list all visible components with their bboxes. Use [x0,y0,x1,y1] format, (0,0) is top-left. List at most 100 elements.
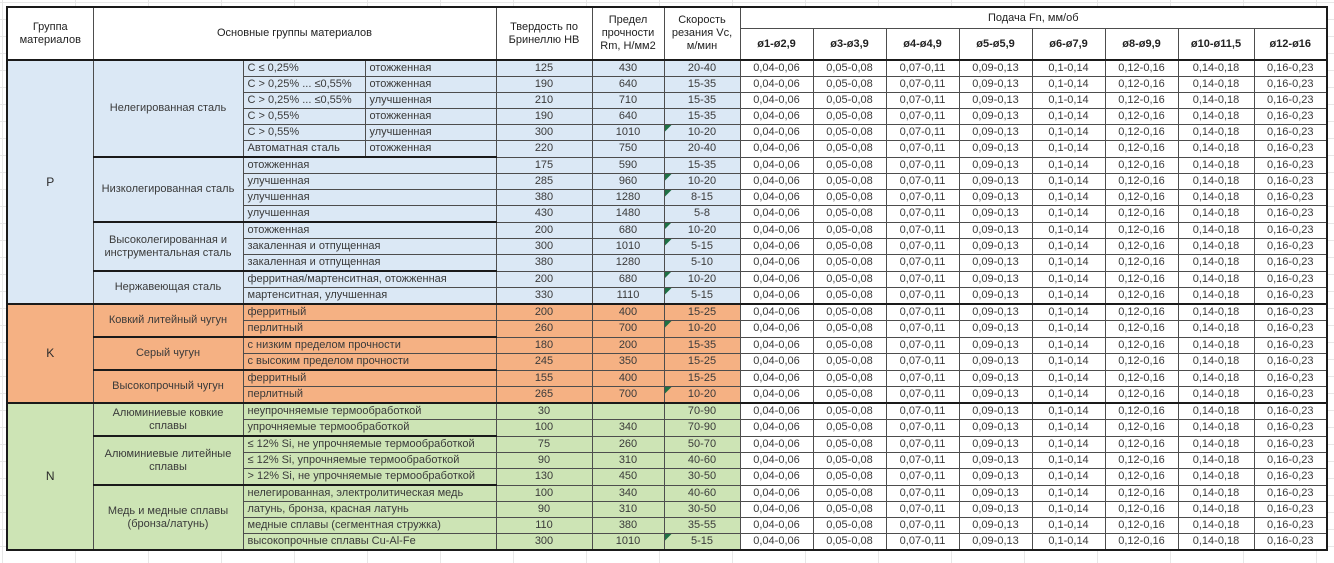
cell-feed-value[interactable]: 0,1-0,14 [1031,76,1106,93]
feed-diameter-header[interactable]: ø1-ø2,9 [739,28,814,61]
cell-cutting-speed[interactable]: 5-10 [663,254,741,272]
cell-material-description[interactable]: отожженная [242,156,497,174]
cell-feed-value[interactable]: 0,04-0,06 [739,92,814,109]
cell-feed-value[interactable]: 0,12-0,16 [1104,303,1179,321]
cell-feed-value[interactable]: 0,09-0,13 [958,353,1033,371]
cell-feed-value[interactable]: 0,05-0,08 [812,303,887,321]
cell-feed-value[interactable]: 0,16-0,23 [1253,221,1328,239]
cell-feed-value[interactable]: 0,04-0,06 [739,124,814,141]
cell-feed-value[interactable]: 0,12-0,16 [1104,108,1179,125]
cell-feed-value[interactable]: 0,09-0,13 [958,484,1033,502]
cell-feed-value[interactable]: 0,1-0,14 [1031,238,1106,255]
cell-feed-value[interactable]: 0,07-0,11 [885,320,960,338]
cell-feed-value[interactable]: 0,12-0,16 [1104,452,1179,469]
cell-feed-value[interactable]: 0,05-0,08 [812,517,887,534]
cell-hardness-hb[interactable]: 300 [495,533,593,551]
cell-strength-rm[interactable]: 1480 [591,205,665,223]
cell-feed-value[interactable]: 0,16-0,23 [1253,156,1328,174]
cell-material-description[interactable]: закаленная и отпущенная [242,238,497,255]
cell-hardness-hb[interactable]: 245 [495,353,593,371]
cell-material-description[interactable]: улучшенная [242,173,497,190]
cell-hardness-hb[interactable]: 75 [495,435,593,453]
cell-feed-value[interactable]: 0,1-0,14 [1031,254,1106,272]
cell-feed-value[interactable]: 0,05-0,08 [812,205,887,223]
cell-feed-value[interactable]: 0,04-0,06 [739,402,814,420]
cell-feed-value[interactable]: 0,1-0,14 [1031,140,1106,158]
header-main-groups[interactable]: Основные группы материалов [92,6,497,61]
cell-feed-value[interactable]: 0,14-0,18 [1177,76,1255,93]
cell-feed-value[interactable]: 0,04-0,06 [739,468,814,486]
cell-feed-value[interactable]: 0,09-0,13 [958,533,1033,551]
cell-feed-value[interactable]: 0,09-0,13 [958,452,1033,469]
cell-feed-value[interactable]: 0,16-0,23 [1253,173,1328,190]
cell-hardness-hb[interactable]: 90 [495,452,593,469]
cell-feed-value[interactable]: 0,04-0,06 [739,517,814,534]
cell-feed-value[interactable]: 0,16-0,23 [1253,287,1328,305]
cell-feed-value[interactable]: 0,14-0,18 [1177,484,1255,502]
cell-material-group-letter[interactable]: P [6,59,94,305]
cell-cutting-speed[interactable]: 30-50 [663,468,741,486]
cell-feed-value[interactable]: 0,07-0,11 [885,386,960,404]
cell-cutting-speed[interactable]: 10-20 [663,270,741,288]
cell-cutting-speed[interactable]: 5-15 [663,287,741,305]
cell-feed-value[interactable]: 0,1-0,14 [1031,205,1106,223]
cell-cutting-speed[interactable]: 70-90 [663,419,741,437]
feed-diameter-header[interactable]: ø6-ø7,9 [1031,28,1106,61]
cell-material-description[interactable]: > 12% Si, не упрочняемые термообработкой [242,468,497,486]
cell-hardness-hb[interactable]: 220 [495,140,593,158]
cell-material-description[interactable]: с низким пределом прочности [242,336,497,354]
cell-strength-rm[interactable]: 400 [591,303,665,321]
cell-material-description[interactable]: ферритная/мартенситная, отожженная [242,270,497,288]
cell-feed-value[interactable]: 0,14-0,18 [1177,59,1255,77]
cell-feed-value[interactable]: 0,12-0,16 [1104,238,1179,255]
cell-feed-value[interactable]: 0,05-0,08 [812,320,887,338]
cell-material-description[interactable]: отожженная [242,221,497,239]
cell-feed-value[interactable]: 0,14-0,18 [1177,336,1255,354]
cell-feed-value[interactable]: 0,1-0,14 [1031,435,1106,453]
cell-material-subgroup[interactable]: Алюминиевые литейные сплавы [92,435,244,486]
cell-feed-value[interactable]: 0,04-0,06 [739,287,814,305]
cell-strength-rm[interactable]: 380 [591,517,665,534]
cell-hardness-hb[interactable]: 330 [495,287,593,305]
feed-diameter-header[interactable]: ø4-ø4,9 [885,28,960,61]
cell-feed-value[interactable]: 0,09-0,13 [958,76,1033,93]
cell-feed-value[interactable]: 0,12-0,16 [1104,173,1179,190]
cell-material-condition[interactable]: C ≤ 0,25% [242,59,366,77]
cell-feed-value[interactable]: 0,07-0,11 [885,501,960,518]
cell-hardness-hb[interactable]: 190 [495,76,593,93]
cell-feed-value[interactable]: 0,1-0,14 [1031,173,1106,190]
cell-feed-value[interactable]: 0,12-0,16 [1104,369,1179,387]
cell-feed-value[interactable]: 0,16-0,23 [1253,205,1328,223]
cell-feed-value[interactable]: 0,14-0,18 [1177,419,1255,437]
cell-hardness-hb[interactable]: 200 [495,270,593,288]
cell-feed-value[interactable]: 0,09-0,13 [958,386,1033,404]
cell-feed-value[interactable]: 0,1-0,14 [1031,386,1106,404]
cell-feed-value[interactable]: 0,04-0,06 [739,221,814,239]
cell-material-subgroup[interactable]: Низколегированная сталь [92,156,244,223]
cell-strength-rm[interactable]: 1010 [591,533,665,551]
cell-feed-value[interactable]: 0,12-0,16 [1104,140,1179,158]
cell-feed-value[interactable]: 0,04-0,06 [739,353,814,371]
cell-hardness-hb[interactable]: 155 [495,369,593,387]
cell-feed-value[interactable]: 0,05-0,08 [812,59,887,77]
cell-feed-value[interactable]: 0,14-0,18 [1177,238,1255,255]
cell-feed-value[interactable]: 0,07-0,11 [885,336,960,354]
cell-feed-value[interactable]: 0,16-0,23 [1253,369,1328,387]
cell-material-state[interactable]: отожженная [364,76,497,93]
cell-feed-value[interactable]: 0,16-0,23 [1253,402,1328,420]
cell-material-description[interactable]: ≤ 12% Si, упрочняемые термообработкой [242,452,497,469]
cell-feed-value[interactable]: 0,07-0,11 [885,484,960,502]
cell-feed-value[interactable]: 0,09-0,13 [958,156,1033,174]
cell-feed-value[interactable]: 0,07-0,11 [885,108,960,125]
cell-feed-value[interactable]: 0,16-0,23 [1253,386,1328,404]
cell-feed-value[interactable]: 0,04-0,06 [739,484,814,502]
cell-material-subgroup[interactable]: Нержавеющая сталь [92,270,244,305]
cell-feed-value[interactable]: 0,04-0,06 [739,533,814,551]
cell-cutting-speed[interactable]: 15-35 [663,92,741,109]
cell-feed-value[interactable]: 0,04-0,06 [739,501,814,518]
cell-feed-value[interactable]: 0,16-0,23 [1253,353,1328,371]
cell-feed-value[interactable]: 0,14-0,18 [1177,517,1255,534]
cell-feed-value[interactable]: 0,1-0,14 [1031,468,1106,486]
cell-feed-value[interactable]: 0,07-0,11 [885,270,960,288]
cell-feed-value[interactable]: 0,09-0,13 [958,320,1033,338]
